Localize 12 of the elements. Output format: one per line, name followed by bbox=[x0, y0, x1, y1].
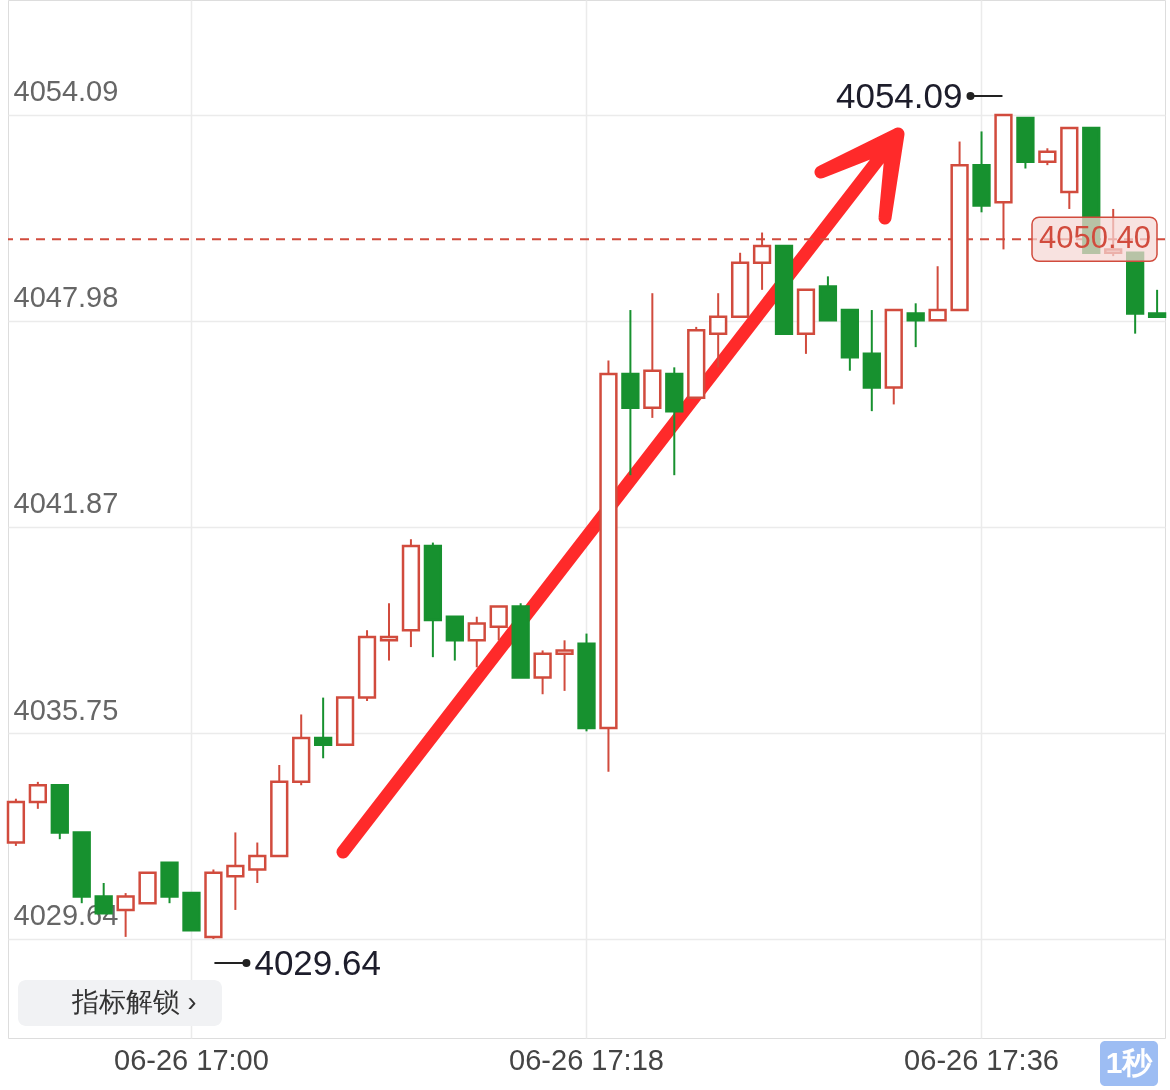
x-tick-label: 06-26 17:36 bbox=[904, 1043, 1059, 1076]
annotation: 4029.64 bbox=[254, 942, 381, 982]
text: 1秒 bbox=[1105, 1046, 1154, 1079]
y-tick-label: 4041.87 bbox=[13, 487, 119, 520]
x-tick-label: 06-26 17:00 bbox=[114, 1043, 269, 1076]
annotation: 4054.09 bbox=[835, 75, 963, 115]
y-tick-label: 4035.75 bbox=[13, 693, 119, 726]
annotation: 指标解锁 › bbox=[71, 987, 197, 1017]
y-tick-label: 4054.09 bbox=[13, 75, 119, 108]
x-tick-label: 06-26 17:18 bbox=[509, 1043, 664, 1076]
ref-line-label: 4050.40 bbox=[1038, 220, 1152, 256]
y-tick-label: 4047.98 bbox=[13, 281, 119, 314]
